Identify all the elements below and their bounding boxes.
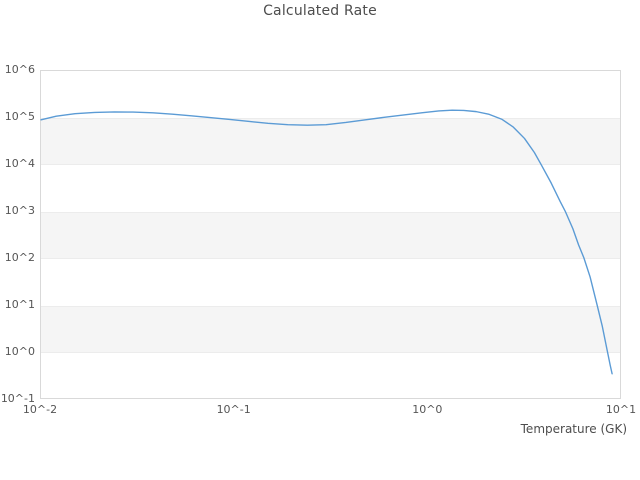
chart-title: Calculated Rate <box>263 3 377 19</box>
x-tick-label: 10^0 <box>412 403 443 416</box>
y-tick-label: 10^5 <box>4 110 35 123</box>
plot-area <box>40 70 621 399</box>
x-tick-label: 10^-1 <box>216 403 251 416</box>
y-tick-label: 10^4 <box>4 157 35 170</box>
y-axis-tick-labels: 10^6 10^5 10^4 10^3 10^2 10^1 10^0 10^-1 <box>0 0 35 480</box>
rate-line <box>40 109 613 375</box>
y-tick-label: 10^1 <box>4 298 35 311</box>
x-tick-label: 10^1 <box>605 403 637 416</box>
grid-band <box>41 212 620 259</box>
grid-band <box>41 306 620 353</box>
y-tick-label: 10^6 <box>4 63 35 76</box>
y-tick-label: 10^2 <box>4 251 35 264</box>
y-tick-label: 10^3 <box>4 204 35 217</box>
rate-line-chart <box>40 109 613 375</box>
y-tick-label: 10^-1 <box>0 392 35 405</box>
y-tick-label: 10^0 <box>4 345 35 358</box>
grid-band <box>41 118 620 165</box>
x-axis-title: Temperature (GK) <box>520 422 627 436</box>
